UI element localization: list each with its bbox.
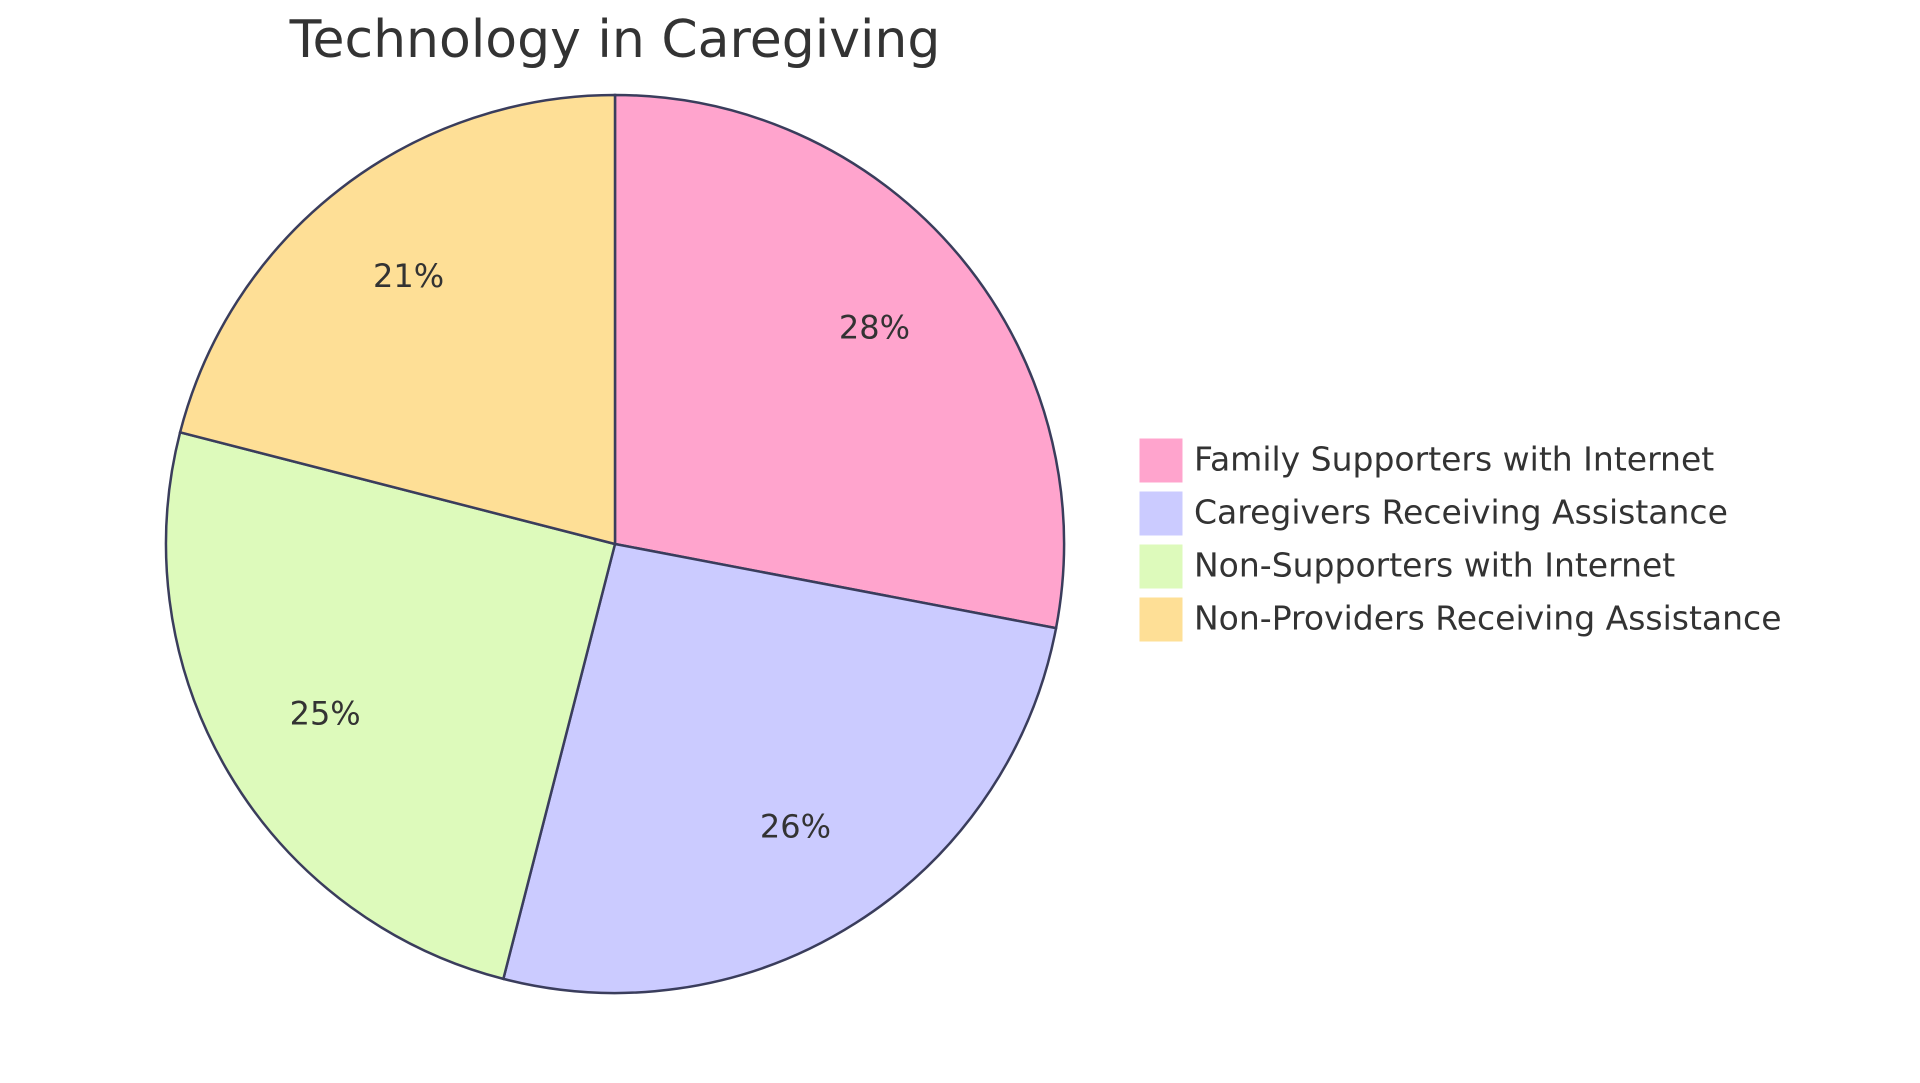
legend-swatch xyxy=(1138,543,1184,590)
legend-label: Non-Supporters with Internet xyxy=(1194,546,1675,585)
slice-label: 25% xyxy=(290,694,361,732)
slice-label: 28% xyxy=(839,308,910,346)
legend-swatch xyxy=(1138,596,1184,643)
legend-swatch xyxy=(1138,437,1184,484)
legend-swatch xyxy=(1138,490,1184,537)
pie-slice xyxy=(164,430,617,981)
slice-label: 26% xyxy=(760,807,831,845)
pie-slice xyxy=(613,93,1066,630)
legend-label: Non-Providers Receiving Assistance xyxy=(1194,599,1782,638)
legend-label: Family Supporters with Internet xyxy=(1194,440,1714,479)
pie-slice xyxy=(501,542,1058,995)
pie-slice xyxy=(178,93,617,546)
legend-label: Caregivers Receiving Assistance xyxy=(1194,493,1728,532)
chart-title: Technology in Caregiving xyxy=(289,10,941,70)
slice-label: 21% xyxy=(373,257,444,295)
